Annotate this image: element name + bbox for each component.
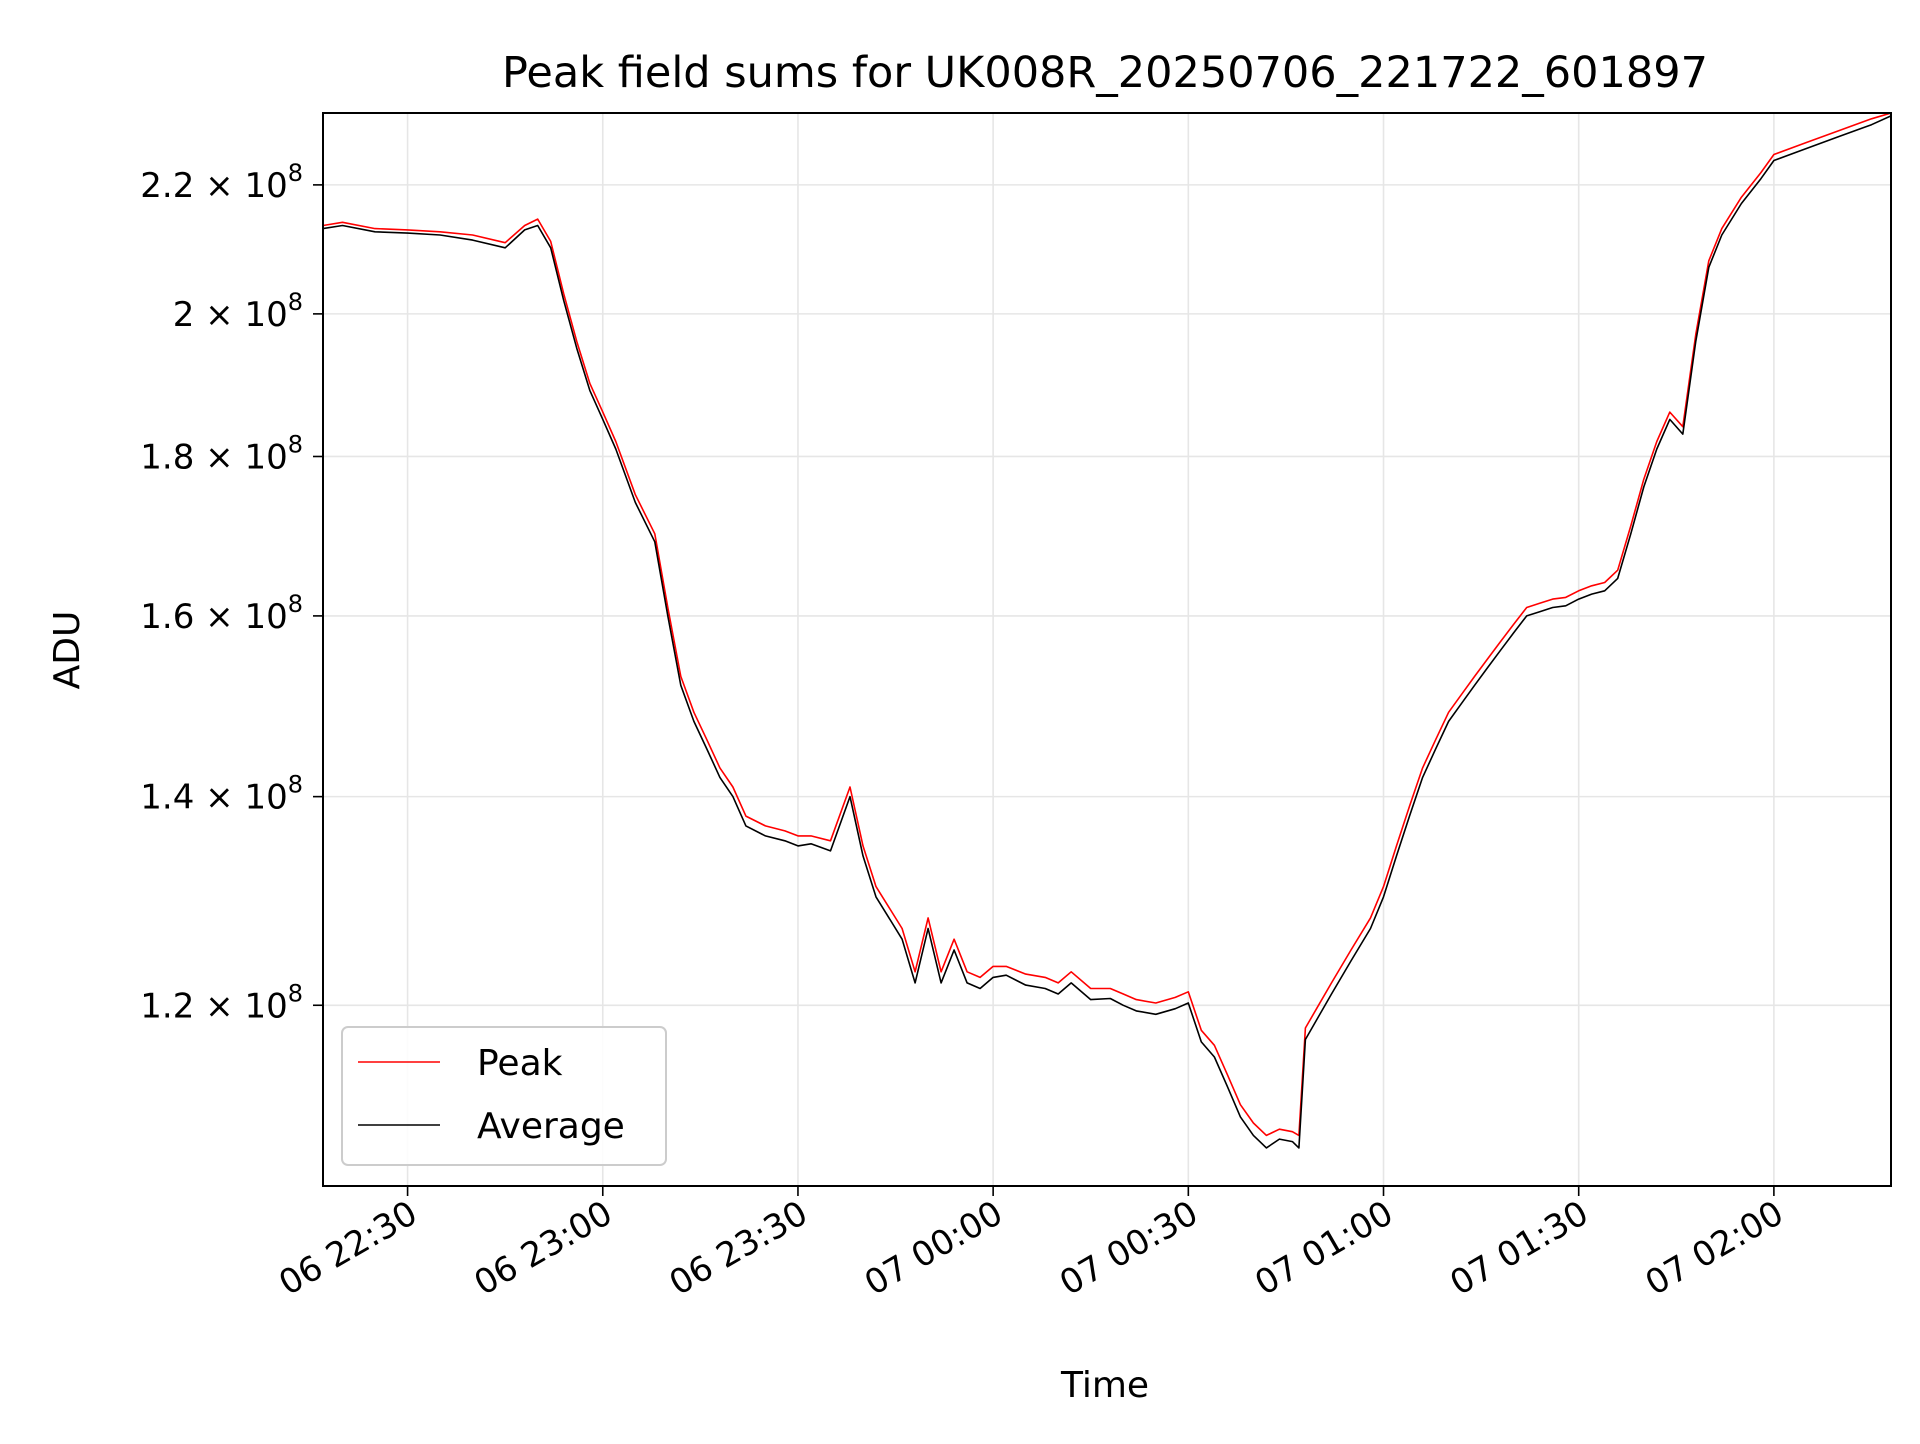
y-tick-label: 2.2 × 108 (140, 159, 303, 206)
legend-peak-label: Peak (477, 1043, 563, 1084)
y-tick-base: 10 (244, 597, 287, 637)
y-tick-mantissa: 1.8 (140, 437, 194, 477)
series-line-peak (323, 113, 1891, 1137)
y-tick-label: 1.6 × 108 (140, 590, 303, 637)
y-tick-times: × (194, 597, 244, 637)
y-tick-times: × (194, 166, 244, 206)
y-axis-label: ADU (47, 611, 88, 690)
y-tick-base: 10 (244, 437, 287, 477)
y-tick-base: 10 (244, 166, 287, 206)
y-tick-mantissa: 1.6 (140, 597, 194, 637)
legend: Peak Average (341, 1026, 667, 1166)
y-tick-exponent: 8 (288, 430, 303, 458)
y-tick-base: 10 (244, 778, 287, 818)
plot-area-frame (322, 112, 1892, 1187)
y-tick-base: 10 (244, 986, 287, 1026)
y-tick-mantissa: 2.2 (140, 166, 194, 206)
y-tick-mantissa: 2 (173, 295, 195, 335)
series-line-average (323, 115, 1891, 1149)
y-tick-base: 10 (244, 295, 287, 335)
series-group (323, 113, 1891, 1149)
y-tick-label: 1.4 × 108 (140, 771, 303, 818)
y-tick-label: 1.2 × 108 (140, 979, 303, 1026)
y-tick-exponent: 8 (288, 288, 303, 316)
chart-title: Peak field sums for UK008R_20250706_2217… (502, 48, 1708, 98)
y-tick-times: × (194, 295, 244, 335)
x-axis-label: Time (1060, 1365, 1149, 1406)
y-tick-exponent: 8 (288, 159, 303, 187)
y-tick-exponent: 8 (288, 771, 303, 799)
y-tick-mantissa: 1.2 (140, 986, 194, 1026)
y-tick-exponent: 8 (288, 979, 303, 1007)
y-tick-label: 1.8 × 108 (140, 430, 303, 477)
y-tick-exponent: 8 (288, 590, 303, 618)
grid (323, 113, 1891, 1186)
y-tick-mantissa: 1.4 (140, 778, 194, 818)
y-tick-times: × (194, 778, 244, 818)
y-tick-times: × (194, 986, 244, 1026)
series-layer (323, 113, 1891, 1149)
y-tick-label: 2 × 108 (173, 288, 303, 335)
legend-average-label: Average (477, 1106, 625, 1147)
y-tick-times: × (194, 437, 244, 477)
